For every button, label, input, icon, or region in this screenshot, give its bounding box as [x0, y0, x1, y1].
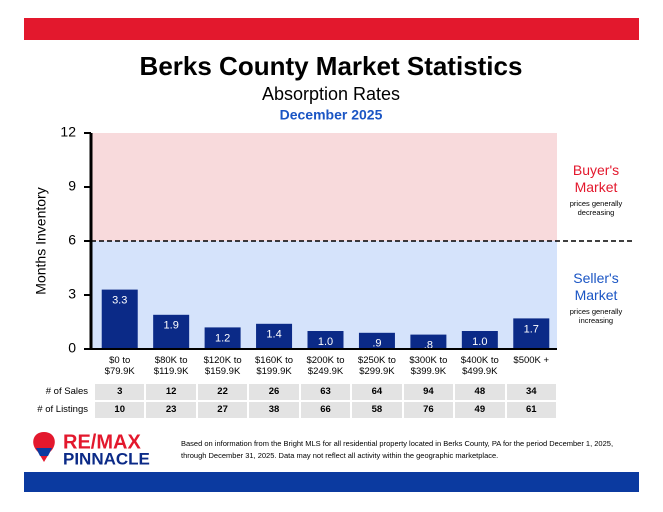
bar [204, 327, 241, 349]
value-label: 1.4 [266, 329, 281, 341]
value-label: 1.7 [524, 323, 539, 335]
top-band [24, 18, 639, 40]
bar [461, 331, 498, 349]
table-cell: 66 [300, 402, 351, 418]
value-label: .9 [372, 338, 381, 350]
table-cell: 58 [352, 402, 402, 418]
table-cell: 26 [249, 384, 299, 400]
table-cell: 22 [197, 384, 248, 400]
zone-note: prices generally increasing [569, 307, 623, 325]
x-tick-label: $400K to $499.9K [460, 355, 499, 377]
bar [153, 314, 190, 349]
table-cell: 61 [506, 402, 556, 418]
x-tick-label: $80K to $119.9K [153, 355, 189, 377]
table-cell: 38 [249, 402, 299, 418]
x-tick-label: $250K to $299.9K [357, 355, 396, 377]
value-label: 1.2 [215, 332, 230, 344]
bar [410, 334, 447, 349]
y-tick-label: 3 [68, 286, 76, 302]
y-tick-label: 9 [68, 178, 76, 194]
logo-balloon [33, 432, 55, 462]
value-label: 1.0 [318, 336, 333, 348]
brand: RE/MAX [63, 431, 141, 453]
bar [101, 289, 138, 349]
y-tick-label: 12 [60, 124, 76, 140]
chart-date: December 2025 [280, 107, 383, 123]
table-cell: 27 [197, 402, 248, 418]
x-tick-label: $300K to $399.9K [409, 355, 448, 377]
table-cell: 34 [506, 384, 556, 400]
table-cell: 63 [300, 384, 351, 400]
table-cell: 76 [403, 402, 454, 418]
bar [307, 331, 344, 349]
y-axis-label: Months Inventory [33, 187, 49, 294]
bar [256, 323, 293, 349]
x-tick-label: $0 to $79.9K [104, 355, 135, 377]
table-cell: 10 [95, 402, 145, 418]
chart-title: Berks County Market Statistics [140, 51, 523, 81]
row-label: # of Listings [37, 404, 88, 415]
table-cell: 48 [455, 384, 505, 400]
brand-sub: PINNACLE [63, 449, 150, 468]
table-cell: 49 [455, 402, 505, 418]
x-tick-label: $200K to $249.9K [306, 355, 345, 377]
x-tick-label: $500K + [513, 355, 550, 366]
table-cell: 64 [352, 384, 402, 400]
row-label: # of Sales [45, 386, 88, 397]
value-label: 1.9 [164, 320, 179, 332]
chart-subtitle: Absorption Rates [262, 84, 400, 104]
bottom-band [24, 472, 639, 492]
table-cell: 3 [95, 384, 145, 400]
table-cell: 94 [403, 384, 454, 400]
bar [513, 318, 550, 349]
y-tick-label: 0 [68, 340, 76, 356]
x-tick-label: $120K to $159.9K [203, 355, 242, 377]
value-label: .8 [424, 340, 433, 352]
y-tick-label: 6 [68, 232, 76, 248]
value-label: 1.0 [472, 336, 487, 348]
logo-balloon-base [36, 448, 52, 456]
disclaimer: Based on information from the Bright MLS… [181, 439, 614, 460]
value-label: 3.3 [112, 295, 127, 307]
zone-label: Buyer's Market [572, 162, 620, 195]
zone [91, 133, 557, 241]
zone-note: prices generally decreasing [569, 199, 623, 217]
table-cell: 23 [146, 402, 196, 418]
bar [358, 332, 395, 349]
x-tick-label: $160K to $199.9K [255, 355, 294, 377]
table-cell: 12 [146, 384, 196, 400]
zone-label: Seller's Market [573, 270, 619, 303]
